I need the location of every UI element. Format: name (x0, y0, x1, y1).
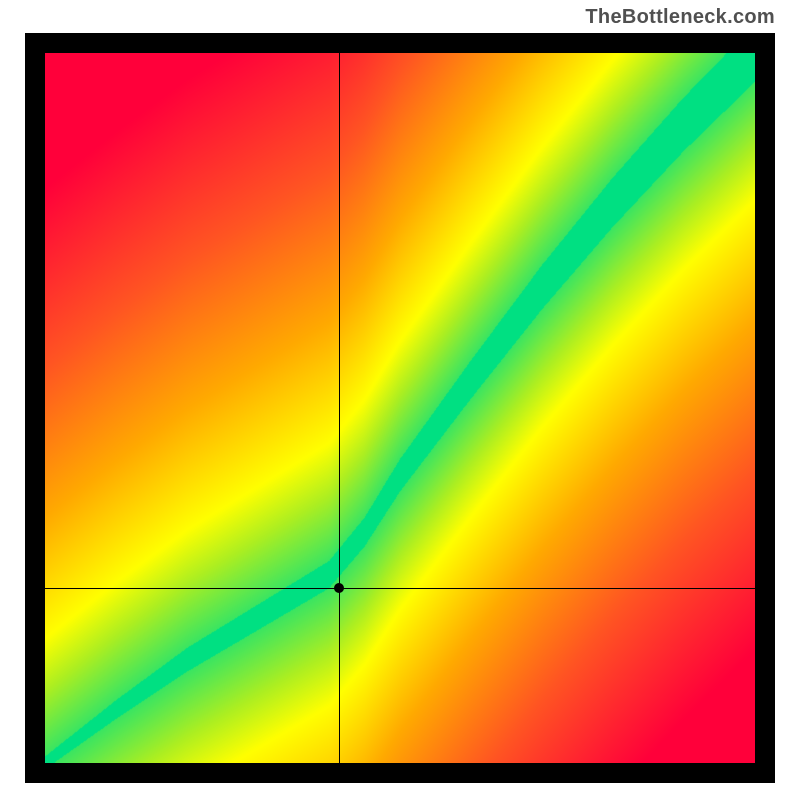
bottleneck-heatmap-frame (25, 33, 775, 783)
bottleneck-heatmap-plot (45, 53, 755, 763)
heatmap-canvas (45, 53, 755, 763)
attribution-text: TheBottleneck.com (585, 6, 775, 29)
